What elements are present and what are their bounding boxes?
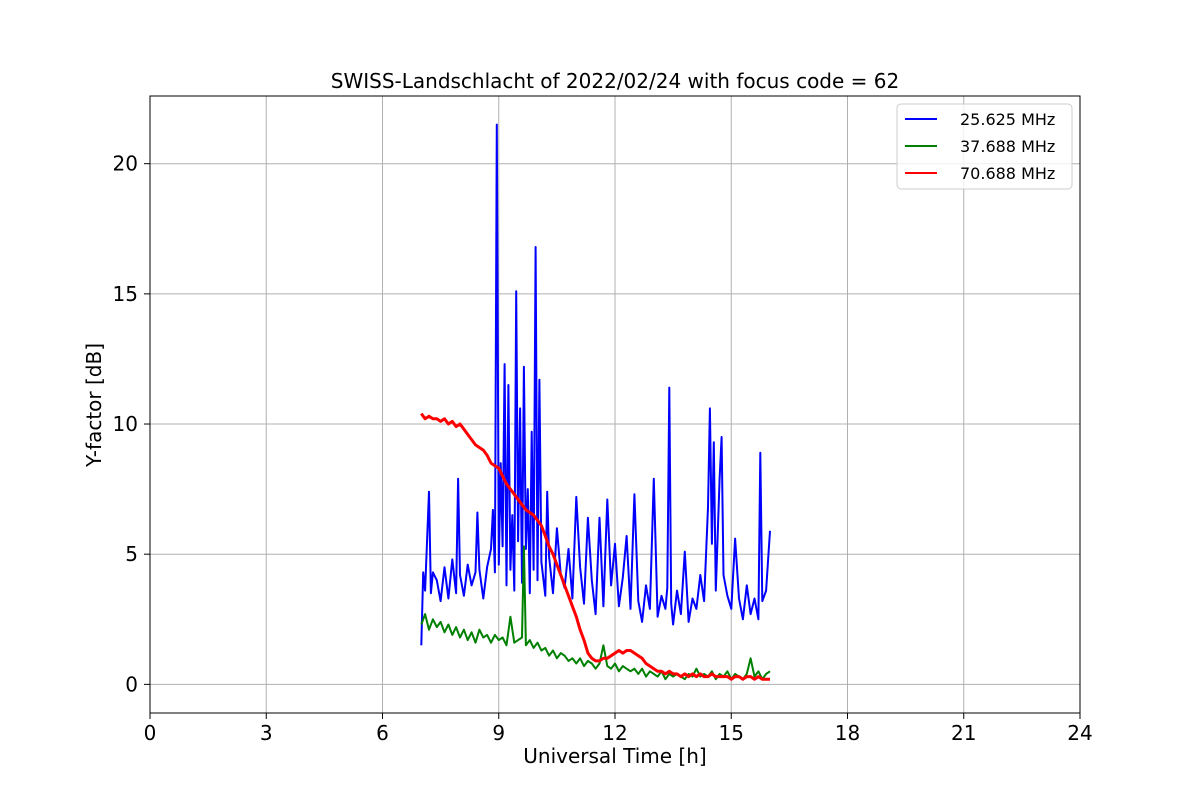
x-tick-label: 3 xyxy=(260,721,273,745)
legend-label: 25.625 MHz xyxy=(960,110,1055,129)
x-tick-label: 0 xyxy=(144,721,157,745)
legend-box xyxy=(896,103,1073,190)
series-line-3 xyxy=(420,412,770,681)
series-line-2 xyxy=(420,545,771,681)
series-line-1 xyxy=(420,123,771,646)
y-tick-label: 15 xyxy=(113,282,138,306)
legend-label: 70.688 MHz xyxy=(960,164,1055,183)
series-group xyxy=(420,123,771,681)
x-tick-label: 15 xyxy=(719,721,744,745)
y-tick-label: 0 xyxy=(125,672,138,696)
x-tick-label: 6 xyxy=(376,721,389,745)
chart-title: SWISS-Landschlacht of 2022/02/24 with fo… xyxy=(331,69,899,93)
legend: 25.625 MHz 37.688 MHz 70.688 MHz xyxy=(896,103,1073,190)
y-axis: 0 5 10 15 20 xyxy=(113,152,150,696)
x-axis: 0 3 6 9 12 15 18 21 24 xyxy=(144,713,1093,745)
x-tick-label: 9 xyxy=(492,721,505,745)
y-tick-label: 20 xyxy=(113,152,138,176)
legend-label: 37.688 MHz xyxy=(960,137,1055,156)
y-tick-label: 10 xyxy=(113,412,138,436)
x-axis-label: Universal Time [h] xyxy=(523,744,706,768)
y-axis-label: Y-factor [dB] xyxy=(82,343,106,468)
x-tick-label: 21 xyxy=(951,721,976,745)
x-tick-label: 24 xyxy=(1067,721,1092,745)
x-tick-label: 18 xyxy=(835,721,860,745)
y-tick-label: 5 xyxy=(125,542,138,566)
x-tick-label: 12 xyxy=(602,721,627,745)
